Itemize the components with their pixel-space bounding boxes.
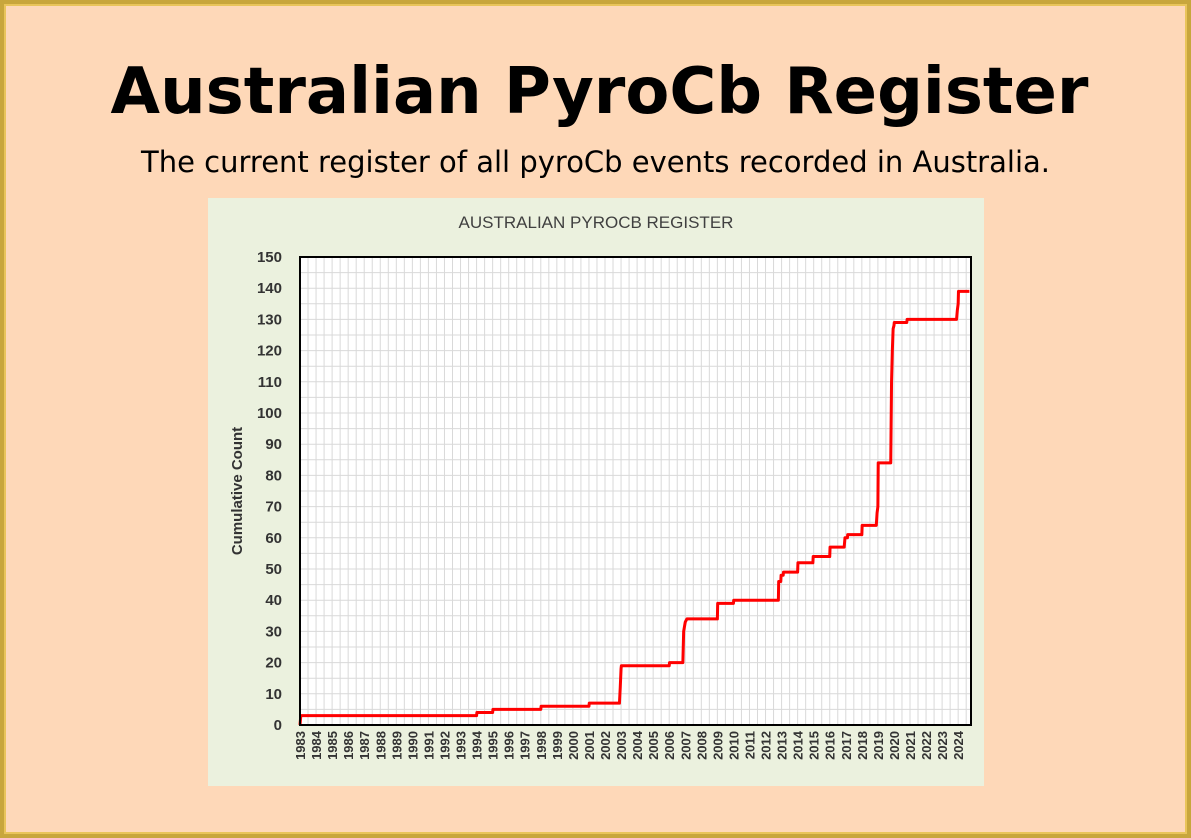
x-tick-label: 2018 — [855, 731, 870, 760]
y-tick-label: 130 — [257, 311, 282, 328]
x-tick-label: 2022 — [919, 731, 934, 760]
x-tick-label: 2019 — [871, 731, 886, 760]
x-tick-label: 1991 — [421, 731, 436, 760]
y-tick-label: 120 — [257, 343, 282, 360]
series-line — [298, 289, 970, 726]
x-tick-label: 1987 — [357, 731, 372, 760]
x-tick-label: 2006 — [662, 731, 677, 760]
x-tick-label: 1986 — [341, 731, 356, 760]
y-tick-label: 110 — [258, 374, 282, 391]
x-tick-label: 1994 — [470, 730, 485, 760]
y-tick-label: 90 — [265, 436, 282, 453]
x-tick-label: 1985 — [325, 731, 340, 760]
y-tick-label: 20 — [265, 655, 282, 672]
chart: AUSTRALIAN PYROCB REGISTER Cumulative Co… — [229, 213, 972, 760]
x-tick-label: 2009 — [710, 731, 725, 760]
x-tick-label: 1992 — [437, 731, 452, 760]
y-tick-label: 150 — [257, 249, 282, 266]
x-tick-label: 2007 — [678, 731, 693, 760]
x-tick-label: 2020 — [887, 731, 902, 760]
x-tick-label: 2013 — [775, 731, 790, 760]
x-tick-label: 2024 — [951, 730, 966, 760]
x-tick-label: 2008 — [694, 731, 709, 760]
x-tick-label: 2000 — [566, 731, 581, 760]
x-tick-label: 2001 — [582, 731, 597, 760]
y-tick-label: 80 — [265, 467, 282, 484]
y-tick-label: 30 — [265, 623, 282, 640]
x-tick-label: 2023 — [935, 731, 950, 760]
x-tick-label: 1993 — [454, 731, 469, 760]
x-tick-label: 1999 — [550, 731, 565, 760]
y-tick-label: 100 — [257, 405, 282, 422]
x-tick-label: 1989 — [389, 731, 404, 760]
x-tick-label: 2017 — [839, 731, 854, 760]
x-tick-label: 1983 — [293, 731, 308, 760]
y-tick-label: 60 — [265, 530, 282, 547]
y-tick-label: 10 — [265, 686, 282, 703]
x-tick-label: 1996 — [502, 731, 517, 760]
x-tick-label: 2015 — [807, 731, 822, 760]
y-tick-label: 140 — [257, 280, 282, 297]
x-tick-label: 2005 — [646, 731, 661, 760]
plot-layer: 0 10 20 30 40 50 60 70 80 90 100 110 120 130 140 150 198… — [257, 249, 972, 760]
y-tick-label: 0 — [274, 717, 282, 734]
x-tick-label: 1998 — [534, 731, 549, 760]
x-tick-label: 2014 — [791, 730, 806, 760]
x-tick-label: 2021 — [903, 731, 918, 760]
x-tick-label: 2016 — [823, 731, 838, 760]
chart-title: AUSTRALIAN PYROCB REGISTER — [459, 213, 734, 232]
x-tick-label: 1990 — [405, 731, 420, 760]
x-tick-label: 1997 — [518, 731, 533, 760]
plot-border — [299, 256, 972, 726]
y-tick-label: 70 — [265, 499, 282, 516]
x-tick-label: 1984 — [309, 730, 324, 760]
x-tick-label: 2011 — [742, 731, 757, 759]
y-tick-label: 40 — [265, 592, 282, 609]
x-tick-label: 1995 — [486, 731, 501, 760]
y-tick-label: 50 — [265, 561, 282, 578]
x-tick-label: 2010 — [726, 731, 741, 760]
chart-panel: AUSTRALIAN PYROCB REGISTER Cumulative Co… — [208, 198, 984, 786]
y-axis-label: Cumulative Count — [229, 427, 246, 555]
x-tick-label: 2002 — [598, 731, 613, 760]
page-subtitle: The current register of all pyroCb event… — [141, 145, 1050, 179]
x-tick-label: 2004 — [630, 730, 645, 760]
x-tick-label: 2012 — [759, 731, 774, 760]
page-title: Australian PyroCb Register — [110, 55, 1089, 129]
x-tick-label: 1988 — [373, 731, 388, 760]
x-tick-label: 2003 — [614, 731, 629, 760]
